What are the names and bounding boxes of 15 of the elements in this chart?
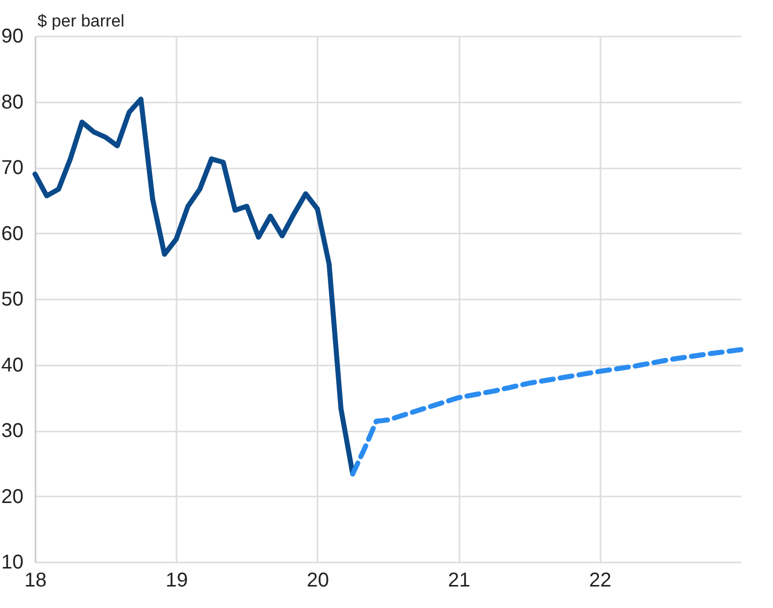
y-tick-label: 30 [1, 420, 24, 442]
x-tick-label: 19 [166, 570, 188, 592]
y-tick-label: 90 [1, 26, 24, 48]
y-tick-label: 60 [1, 222, 24, 245]
y-tick-label: 40 [1, 354, 24, 376]
x-tick-label: 21 [448, 570, 470, 592]
y-tick-label: 10 [1, 552, 24, 574]
x-tick-label: 20 [306, 570, 330, 592]
y-tick-label: 50 [1, 288, 24, 310]
x-tick-label: 22 [589, 570, 612, 592]
x-tick-label: 18 [24, 570, 47, 592]
y-tick-label: 80 [1, 91, 24, 114]
y-axis-title: $ per barrel [38, 12, 124, 30]
y-tick-label: 20 [1, 486, 24, 508]
y-tick-label: 70 [1, 157, 24, 179]
